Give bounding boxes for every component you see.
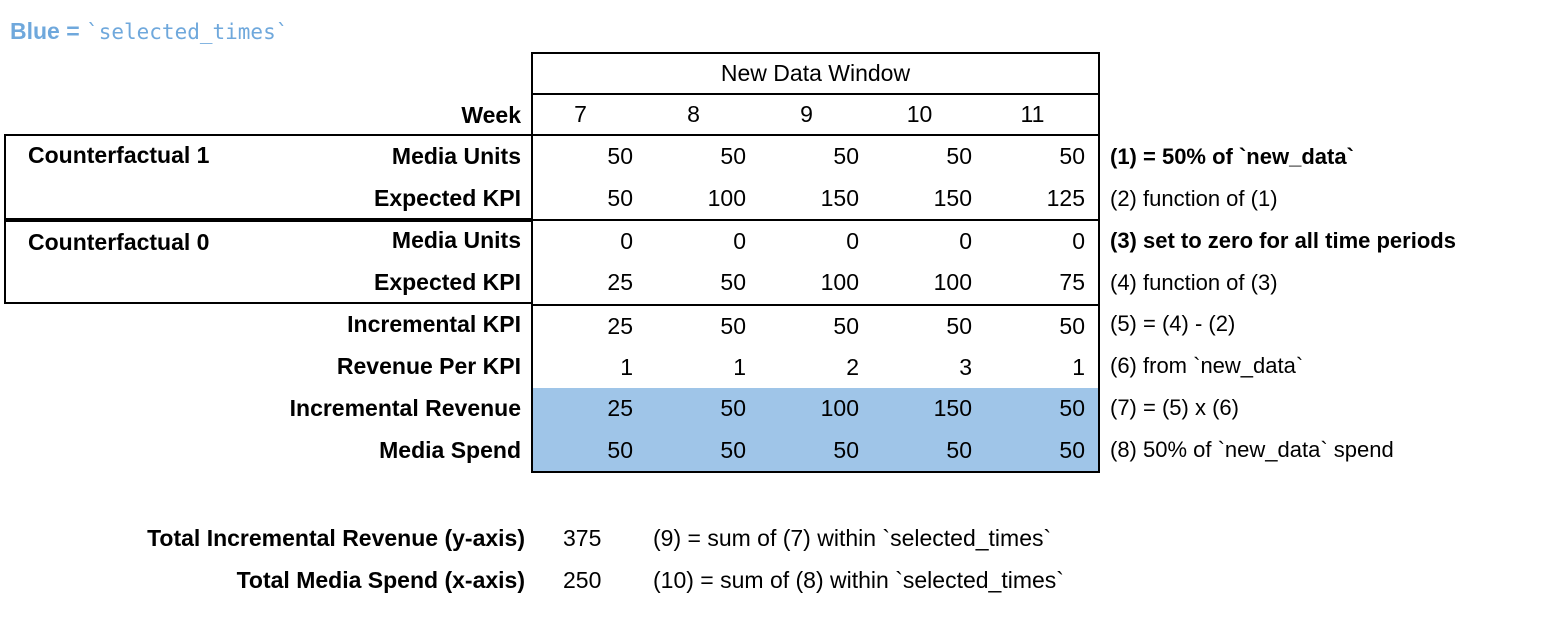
- table-row-media-units-cf0: 0 0 0 0 0: [533, 221, 1098, 262]
- label-spacer: [0, 54, 531, 95]
- cell: 150: [933, 184, 972, 211]
- row-label-expected-kpi-cf1: Expected KPI: [374, 185, 521, 212]
- cell: 25: [607, 312, 633, 339]
- cell: 50: [720, 312, 746, 339]
- annotation-3: (3) set to zero for all time periods: [1110, 227, 1456, 253]
- table-title: New Data Window: [720, 60, 911, 86]
- annotation-7: (7) = (5) x (6): [1110, 395, 1239, 421]
- week-number-row: 7 8 9 10 11: [533, 95, 1098, 136]
- cell: 150: [933, 395, 972, 422]
- total-media-spend-value: 250: [563, 567, 602, 593]
- cell: 125: [1046, 184, 1085, 211]
- cell: 50: [1059, 312, 1085, 339]
- table-title-row: New Data Window: [533, 54, 1098, 95]
- cell: 0: [620, 227, 633, 254]
- cell: 50: [946, 143, 972, 170]
- table-row-media-units-cf1: 50 50 50 50 50: [533, 136, 1098, 177]
- cell: 50: [946, 436, 972, 463]
- week-cell: 8: [687, 101, 700, 127]
- data-table: New Data Window 7 8 9 10 11 50 50 50 50 …: [531, 52, 1100, 473]
- cell: 50: [833, 436, 859, 463]
- cell: 0: [733, 227, 746, 254]
- cell: 1: [733, 354, 746, 381]
- annotation-5: (5) = (4) - (2): [1110, 311, 1236, 337]
- cell: 0: [1072, 227, 1085, 254]
- cell: 100: [820, 395, 859, 422]
- cell: 25: [607, 395, 633, 422]
- cell: 50: [833, 143, 859, 170]
- cell: 50: [1059, 436, 1085, 463]
- cell: 100: [707, 184, 746, 211]
- legend-label: Blue =: [10, 18, 87, 44]
- cell: 50: [607, 143, 633, 170]
- total-incremental-revenue-value: 375: [563, 525, 602, 551]
- total-incremental-revenue-label: Total Incremental Revenue (y-axis): [147, 525, 525, 551]
- cell: 25: [607, 269, 633, 296]
- table-row-expected-kpi-cf1: 50 100 150 150 125: [533, 177, 1098, 221]
- legend-code: `selected_times`: [86, 20, 289, 44]
- cell: 75: [1059, 269, 1085, 296]
- cell: 50: [720, 436, 746, 463]
- cell: 1: [620, 354, 633, 381]
- table-row-revenue-per-kpi: 1 1 2 3 1: [533, 347, 1098, 388]
- cell: 2: [846, 354, 859, 381]
- row-label-incremental-kpi: Incremental KPI: [347, 310, 521, 337]
- cell: 0: [846, 227, 859, 254]
- counterfactual-1-label: Counterfactual 1: [28, 142, 210, 169]
- cell: 100: [820, 269, 859, 296]
- annotation-4: (4) function of (3): [1110, 269, 1278, 295]
- cell: 50: [720, 269, 746, 296]
- table-row-media-spend: 50 50 50 50 50: [533, 429, 1098, 471]
- annotation-column: (1) = 50% of `new_data` (2) function of …: [1106, 136, 1544, 471]
- annotation-6: (6) from `new_data`: [1110, 353, 1304, 379]
- annotation-2: (2) function of (1): [1110, 185, 1278, 211]
- annotation-10: (10) = sum of (8) within `selected_times…: [653, 567, 1064, 593]
- row-label-expected-kpi-cf0: Expected KPI: [374, 269, 521, 296]
- counterfactual-0-box: Counterfactual 0: [4, 219, 533, 304]
- counterfactual-1-box: Counterfactual 1: [4, 134, 533, 220]
- row-label-incremental-revenue: Incremental Revenue: [289, 394, 521, 421]
- total-media-spend-label: Total Media Spend (x-axis): [236, 567, 525, 593]
- week-cell: 7: [574, 101, 587, 127]
- table-row-incremental-kpi: 25 50 50 50 50: [533, 306, 1098, 347]
- cell: 50: [607, 184, 633, 211]
- cell: 150: [820, 184, 859, 211]
- table-row-expected-kpi-cf0: 25 50 100 100 75: [533, 262, 1098, 306]
- week-cell: 10: [906, 101, 933, 127]
- cell: 3: [959, 354, 972, 381]
- row-label-media-units-cf1: Media Units: [391, 143, 521, 170]
- week-cell: 11: [1020, 101, 1045, 127]
- total-incremental-revenue-row: Total Incremental Revenue (y-axis) 375 (…: [0, 517, 1544, 559]
- cell: 50: [946, 312, 972, 339]
- cell: 50: [720, 395, 746, 422]
- row-label-media-units-cf0: Media Units: [391, 227, 521, 254]
- cell: 50: [833, 312, 859, 339]
- annotation-1: (1) = 50% of `new_data`: [1110, 143, 1354, 169]
- row-label-revenue-per-kpi: Revenue Per KPI: [336, 352, 521, 379]
- highlight-legend: Blue = `selected_times`: [10, 18, 288, 45]
- table-row-incremental-revenue: 25 50 100 150 50: [533, 388, 1098, 430]
- week-header-label: Week: [461, 102, 521, 128]
- cell: 100: [933, 269, 972, 296]
- row-label-media-spend: Media Spend: [379, 436, 521, 463]
- cell: 50: [1059, 395, 1085, 422]
- row-label-column: Week Media Units Expected KPI Media Unit…: [0, 52, 531, 473]
- cell: 1: [1072, 354, 1085, 381]
- total-media-spend-row: Total Media Spend (x-axis) 250 (10) = su…: [0, 559, 1544, 601]
- cell: 50: [720, 143, 746, 170]
- annotation-9: (9) = sum of (7) within `selected_times`: [653, 525, 1052, 551]
- cell: 0: [959, 227, 972, 254]
- counterfactual-0-label: Counterfactual 0: [28, 229, 210, 256]
- annotation-8: (8) 50% of `new_data` spend: [1110, 437, 1394, 463]
- cell: 50: [607, 436, 633, 463]
- week-cell: 9: [800, 101, 813, 127]
- cell: 50: [1059, 143, 1085, 170]
